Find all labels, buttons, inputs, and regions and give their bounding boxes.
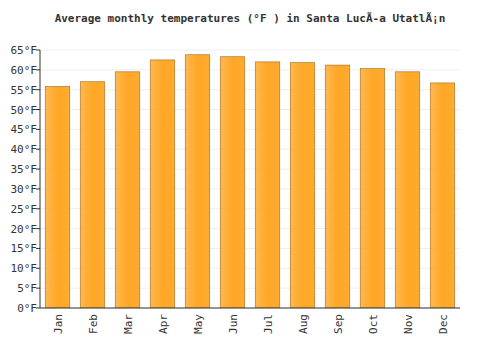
- y-tick-label: 35°F: [11, 163, 38, 176]
- bar: [395, 72, 420, 308]
- x-tick-label: Aug: [297, 314, 310, 334]
- y-tick-label: 40°F: [11, 143, 38, 156]
- y-tick-label: 65°F: [11, 44, 38, 57]
- x-tick-label: Jul: [262, 314, 275, 334]
- grid-line: [40, 50, 460, 51]
- grid-line: [40, 69, 460, 70]
- title: Average monthly temperatures (°F ) in Sa…: [55, 12, 446, 25]
- y-tick-label: 60°F: [11, 64, 38, 77]
- y-tick-label: 15°F: [11, 242, 38, 255]
- bar: [290, 63, 315, 308]
- bar: [115, 72, 140, 308]
- y-tick-label: 20°F: [11, 223, 38, 236]
- x-tick-label: Mar: [122, 314, 135, 334]
- bar: [150, 60, 175, 308]
- y-tick-label: 0°F: [17, 302, 37, 315]
- y-tick-label: 55°F: [11, 84, 38, 97]
- x-tick-label: May: [192, 314, 205, 334]
- bar: [360, 69, 385, 308]
- x-tick-label: Nov: [402, 314, 415, 334]
- x-tick-label: Apr: [157, 314, 170, 334]
- y-tick-label: 10°F: [11, 262, 38, 275]
- y-tick-label: 45°F: [11, 123, 38, 136]
- y-axis: [40, 50, 41, 308]
- bar: [45, 87, 70, 308]
- x-tick-label: Oct: [367, 314, 380, 334]
- x-tick-label: Dec: [437, 314, 450, 334]
- x-axis: [40, 308, 460, 309]
- x-tick-label: Jan: [52, 314, 65, 334]
- y-tick-label: 50°F: [11, 104, 38, 117]
- bar: [255, 62, 280, 308]
- x-tick-label: Jun: [227, 314, 240, 334]
- bar: [430, 83, 455, 308]
- bar: [220, 57, 245, 308]
- bar: [325, 65, 350, 308]
- x-tick-label: Feb: [87, 314, 100, 334]
- bars: [45, 55, 455, 308]
- bar: [185, 55, 210, 308]
- y-tick-label: 30°F: [11, 183, 38, 196]
- bar: [80, 82, 105, 308]
- y-tick-label: 5°F: [17, 282, 37, 295]
- grid-line: [40, 308, 460, 309]
- x-tick-label: Sep: [332, 314, 345, 334]
- y-tick-label: 25°F: [11, 203, 38, 216]
- chart: Average monthly temperatures (°F ) in Sa…: [0, 0, 500, 350]
